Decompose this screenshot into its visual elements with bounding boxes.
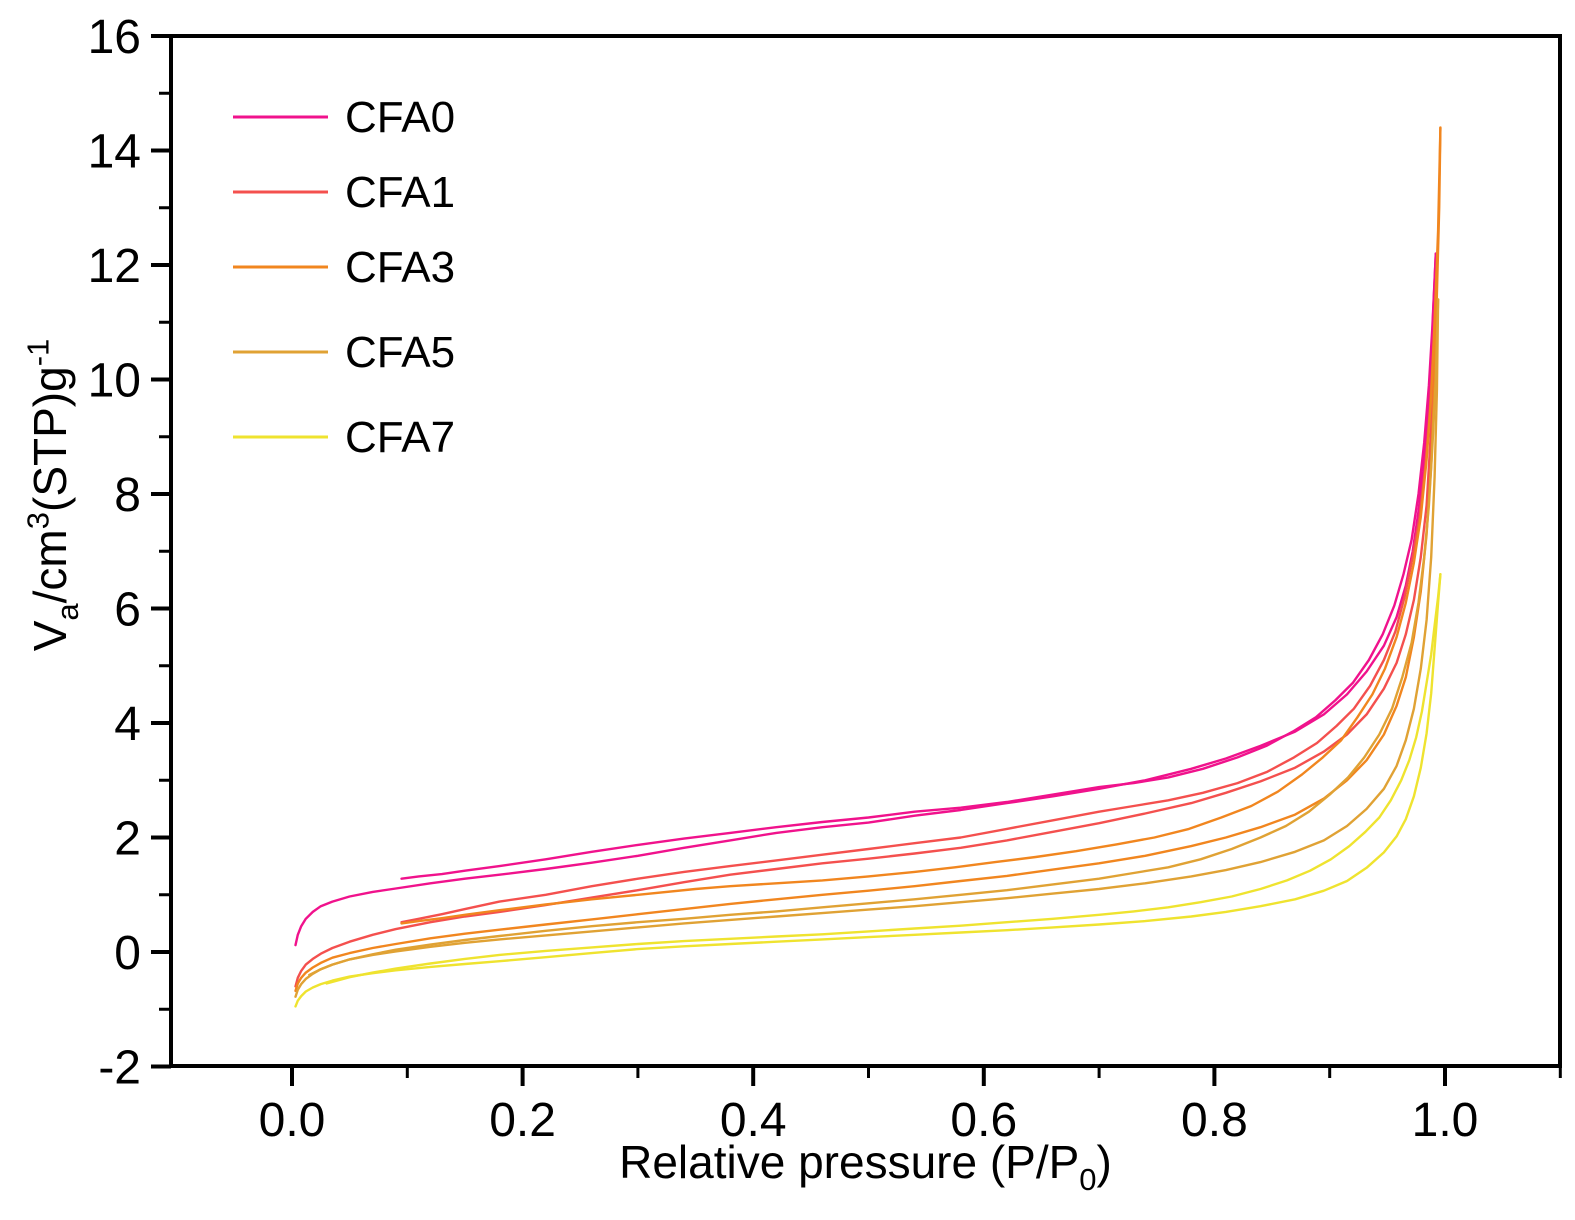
legend-label-CFA3: CFA3 bbox=[345, 243, 455, 292]
y-tick-label: -2 bbox=[98, 1042, 141, 1095]
x-axis: 0.0 0.2 0.4 0.6 0.8 1.0 bbox=[259, 1066, 1562, 1147]
series-group bbox=[294, 126, 1442, 1008]
y-tick-label: 16 bbox=[88, 11, 141, 64]
x-tick-label: 0.6 bbox=[950, 1094, 1017, 1147]
series-CFA0-adsorption-line bbox=[294, 252, 1438, 947]
y-tick-label: 10 bbox=[88, 355, 141, 408]
y-tick-label: 0 bbox=[114, 927, 141, 980]
y-tick-label: 12 bbox=[88, 240, 141, 293]
series-CFA3-adsorption-line bbox=[294, 126, 1442, 993]
legend-label-CFA5: CFA5 bbox=[345, 328, 455, 377]
y-axis: -2 0 2 4 6 8 10 12 14 16 bbox=[88, 11, 171, 1095]
x-tick-label: 0.4 bbox=[720, 1094, 787, 1147]
series-CFA5-desorption-line bbox=[308, 298, 1440, 977]
y-tick-label: 6 bbox=[114, 584, 141, 637]
x-tick-label: 0.8 bbox=[1181, 1094, 1248, 1147]
y-axis-title: Va/cm3(STP)g-1 bbox=[21, 339, 86, 652]
y-tick-label: 2 bbox=[114, 813, 141, 866]
legend-entry-CFA3: CFA3 bbox=[233, 243, 455, 292]
series-CFA0-desorption-line bbox=[400, 252, 1438, 880]
x-tick-label: 0.2 bbox=[489, 1094, 556, 1147]
legend: CFA0 CFA1 CFA3 CFA5 CFA7 bbox=[233, 93, 455, 462]
legend-entry-CFA7: CFA7 bbox=[233, 413, 455, 462]
legend-entry-CFA1: CFA1 bbox=[233, 168, 455, 217]
legend-label-CFA1: CFA1 bbox=[345, 168, 455, 217]
series-CFA7-desorption-line bbox=[325, 573, 1442, 985]
series-CFA5-adsorption-line bbox=[294, 298, 1440, 998]
y-tick-label: 14 bbox=[88, 126, 141, 179]
legend-label-CFA7: CFA7 bbox=[345, 413, 455, 462]
x-tick-label: 1.0 bbox=[1412, 1094, 1479, 1147]
legend-label-CFA0: CFA0 bbox=[345, 93, 455, 142]
y-tick-label: 8 bbox=[114, 469, 141, 522]
series-CFA1-adsorption-line bbox=[294, 263, 1439, 988]
series-CFA3-desorption-line bbox=[400, 126, 1442, 925]
y-tick-label: 4 bbox=[114, 698, 141, 751]
legend-entry-CFA5: CFA5 bbox=[233, 328, 455, 377]
legend-entry-CFA0: CFA0 bbox=[233, 93, 455, 142]
series-CFA1-desorption-line bbox=[400, 263, 1439, 924]
x-tick-label: 0.0 bbox=[259, 1094, 326, 1147]
x-axis-title: Relative pressure (P/P0) bbox=[619, 1136, 1112, 1197]
